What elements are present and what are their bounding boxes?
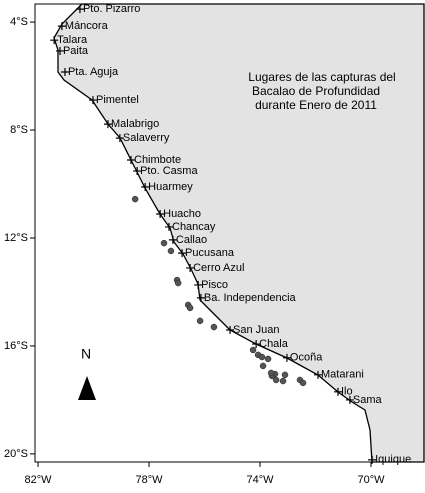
catch-point (267, 369, 275, 377)
place-label: Máncora (65, 20, 109, 32)
place-label: Pto. Casma (140, 165, 198, 177)
catch-point (264, 355, 272, 363)
title-line: Lugares de las capturas del (248, 70, 395, 84)
catch-point (259, 362, 267, 370)
place-marker (156, 209, 165, 218)
title-line: Bacalao de Profundidad (252, 84, 380, 98)
place-marker (55, 46, 64, 55)
catch-point (281, 371, 289, 379)
catch-point (160, 239, 168, 247)
frame (34, 3, 425, 463)
y-tick-label: 12°S (4, 232, 28, 244)
place-label: Chancay (172, 221, 216, 233)
place-marker (282, 353, 291, 362)
place-label: Iquique (375, 454, 411, 466)
place-marker (196, 293, 205, 302)
x-tick-label: 70°W (357, 474, 385, 486)
place-label: Ilo (341, 386, 353, 398)
catch-point (186, 304, 194, 312)
north-arrow (78, 376, 96, 400)
place-marker (141, 182, 150, 191)
place-marker (168, 235, 177, 244)
place-marker (127, 155, 136, 164)
place-marker (75, 5, 84, 14)
place-marker (186, 263, 195, 272)
place-marker (50, 36, 59, 45)
place-label: Sama (353, 394, 383, 406)
place-marker (133, 167, 142, 176)
place-label: Ba. Independencia (204, 292, 297, 304)
place-label: Malabrigo (111, 118, 159, 130)
catch-point (167, 247, 175, 255)
catch-point (279, 377, 287, 385)
place-marker (333, 387, 342, 396)
catch-point (131, 195, 139, 203)
place-marker (178, 249, 187, 258)
title-line: durante Enero de 2011 (255, 98, 377, 112)
place-label: Pta. Aguja (68, 66, 119, 78)
place-marker (314, 370, 323, 379)
place-marker (345, 395, 354, 404)
place-marker (103, 120, 112, 129)
place-label: Matarani (321, 369, 364, 381)
place-label: Huarmey (148, 181, 193, 193)
y-tick-label: 20°S (4, 448, 28, 460)
catch-point (299, 379, 307, 387)
place-marker (88, 96, 97, 105)
place-label: Salaverry (123, 132, 170, 144)
place-label: Talara (57, 34, 88, 46)
place-label: Pto. Pizarro (83, 3, 140, 15)
y-tick-label: 8°S (10, 124, 28, 136)
place-label: Ocoña (290, 352, 323, 364)
place-label: Paita (63, 45, 89, 57)
place-marker (115, 134, 124, 143)
land (53, 3, 425, 463)
place-label: Chala (259, 338, 289, 350)
catch-point (210, 323, 218, 331)
y-tick-label: 16°S (4, 340, 28, 352)
x-tick-label: 74°W (247, 474, 275, 486)
catch-point (174, 279, 182, 287)
x-tick-label: 82°W (25, 474, 53, 486)
catch-point (258, 353, 266, 361)
catch-point (272, 376, 280, 384)
place-label: Pucusana (185, 247, 235, 259)
catch-point (249, 346, 257, 354)
place-marker (252, 340, 261, 349)
place-label: San Juan (233, 324, 279, 336)
catch-point (196, 317, 204, 325)
place-marker (368, 455, 377, 464)
x-tick-label: 78°W (136, 474, 164, 486)
place-label: Callao (176, 234, 207, 246)
place-label: Huacho (163, 208, 201, 220)
place-marker (226, 326, 235, 335)
place-marker (57, 22, 66, 31)
place-label: Chimbote (134, 154, 181, 166)
place-marker (165, 222, 174, 231)
place-marker (60, 68, 69, 77)
north-label: N (81, 346, 91, 362)
place-marker (194, 280, 203, 289)
place-label: Pisco (201, 279, 228, 291)
place-label: Pimentel (96, 94, 139, 106)
y-tick-label: 4°S (10, 16, 28, 28)
place-label: Cerro Azul (193, 262, 244, 274)
